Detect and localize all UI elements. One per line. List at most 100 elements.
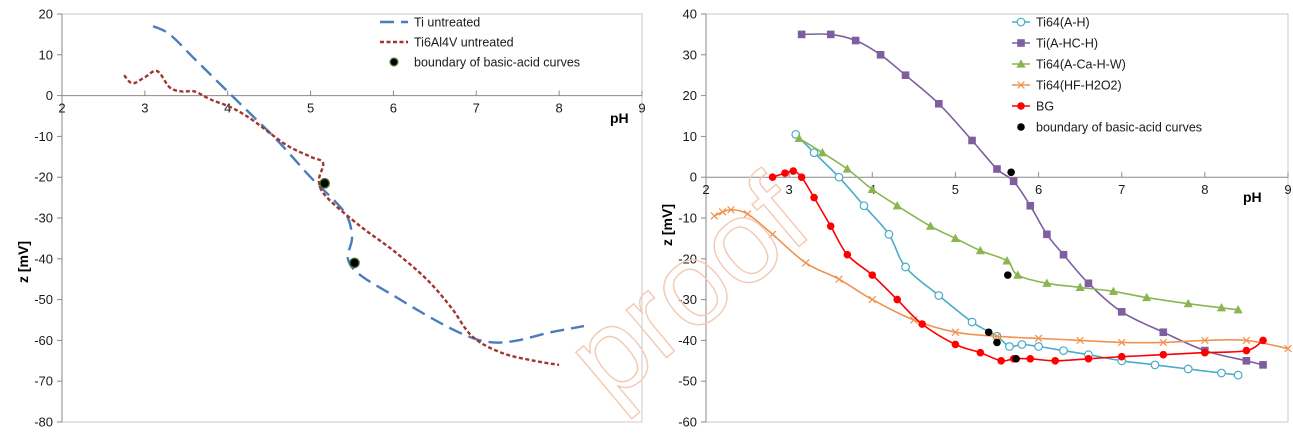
- chart-right-y-tick-label: 10: [683, 129, 697, 144]
- chart-right-series-ti64-hf-h2o2-point: [1201, 336, 1209, 345]
- chart-left-y-tick-label: -50: [34, 292, 53, 307]
- chart-right-y-tick-label: 20: [683, 88, 697, 103]
- chart-right-series-ti64-a-h-point: [1059, 346, 1068, 356]
- chart-right-series-ti64-a-h-point: [934, 291, 944, 300]
- chart-right-legend-label: Ti64(A-H): [1036, 16, 1090, 30]
- chart-right-series-bg-point: [1026, 354, 1035, 363]
- chart-right-x-tick-label: 7: [1118, 182, 1125, 197]
- chart-right-series-ti64-hf-h2o2-point: [727, 206, 735, 214]
- chart-right-series-ti-a-hc-h-point: [1117, 308, 1126, 316]
- chart-right-series-ti64-hf-h2o2: [710, 206, 1292, 353]
- chart-left-legend-item-ti-untreated: Ti untreated: [380, 16, 480, 30]
- chart-right-series-ti64-a-ca-h-w-point: [1002, 256, 1012, 265]
- chart-right-series-ti64-a-ca-h-w-point: [1142, 292, 1152, 302]
- chart-left-series-ti-untreated: [152, 25, 585, 344]
- chart-right-series-bg-point: [781, 169, 789, 177]
- chart-left-series-boundary-of-basic-acid-curves: [319, 178, 360, 269]
- chart-right-series-ti64-hf-h2o2-point: [910, 316, 918, 324]
- chart-right-series-ti-a-hc-h-point: [1159, 328, 1168, 337]
- chart-right-series-ti64-a-h: [791, 129, 1243, 380]
- chart-right-series-bg-point: [826, 222, 835, 230]
- chart-right-series-bg-point: [768, 173, 777, 181]
- chart-right-x-tick-label: 2: [702, 182, 709, 197]
- chart-right-series-ti64-a-h-point: [1233, 370, 1243, 380]
- chart-left-x-tick-label: 3: [141, 101, 148, 116]
- chart-right-series-ti-a-hc-h-point: [826, 30, 835, 39]
- chart-right-y-tick-label: -20: [678, 251, 697, 266]
- chart-left-x-axis-label: pH: [610, 110, 629, 126]
- chart-right-series-ti64-a-ca-h-w-point: [1183, 298, 1193, 308]
- chart-right-x-tick-label: 5: [952, 182, 959, 197]
- chart-left-y-axis-label: z [mV]: [15, 241, 31, 283]
- chart-right-series-ti64-hf-h2o2-point: [1159, 338, 1168, 347]
- chart-right-series-bg-point: [810, 193, 818, 202]
- chart-right-y-tick-label: 0: [690, 170, 697, 185]
- chart-right-series-ti-a-hc-h-point: [876, 51, 885, 59]
- chart-right-legend-item-bg: BG: [1012, 100, 1054, 114]
- chart-right-series-ti64-hf-h2o2-point: [1284, 344, 1292, 353]
- chart-right-y-tick-label: 40: [683, 7, 697, 22]
- chart-right-series-ti64-a-h-point: [834, 172, 844, 182]
- chart-left: 20 10 0 -10 -20 -30 -40 -50 -60 -70 -80 2 3 4 5 6 7 8 9 pH…: [15, 7, 646, 430]
- chart-right-series-ti64-a-ca-h-w-point: [925, 221, 936, 230]
- chart-right-y-tick-label: -50: [678, 374, 697, 389]
- chart-left-legend-label: boundary of basic-acid curves: [414, 56, 580, 70]
- chart-left-legend: Ti untreated Ti6Al4V untreated boundary of…: [380, 16, 580, 70]
- chart-right-series-ti64-a-ca-h-w-point: [1108, 286, 1118, 296]
- chart-right-series-ti64-a-h-point: [967, 317, 977, 327]
- chart-right-series-ti64-a-ca-h-w-point: [1075, 282, 1085, 291]
- chart-right-series-bg-point: [951, 340, 960, 349]
- chart-right-legend: Ti64(A-H) Ti(A-HC-H) Ti64(A-Ca-H-W) Ti64(HF…: [1012, 16, 1202, 135]
- chart-right-x-tick-label: 9: [1284, 182, 1291, 197]
- chart-left-series-boundary-of-basic-acid-curves-point: [349, 257, 360, 269]
- chart-right-series-ti64-a-h-line: [795, 133, 1239, 376]
- chart-right-series-ti64-hf-h2o2-point: [743, 210, 752, 218]
- chart-right-series-bg-point: [797, 173, 806, 181]
- chart-left-y-tick-label: -40: [34, 251, 53, 266]
- chart-right-series-ti64-a-ca-h-w-point: [1233, 305, 1243, 314]
- chart-right-series-ti64-hf-h2o2-point: [710, 212, 719, 220]
- chart-right-legend-marker: [1016, 59, 1026, 68]
- chart-right-series-bg: [768, 167, 1267, 365]
- chart-right-series-bg-point: [1242, 346, 1251, 355]
- chart-left-y-tick-label: -30: [34, 211, 53, 226]
- chart-right-series-ti64-a-h-point: [1217, 368, 1226, 378]
- chart-right-legend-label: Ti64(HF-H2O2): [1036, 79, 1122, 93]
- chart-left-legend-label: Ti untreated: [414, 16, 480, 30]
- chart-right-x-tick-label: 6: [1035, 182, 1042, 197]
- chart-left-x-tick-label: 2: [58, 101, 65, 116]
- chart-right-series-bg-point: [1084, 354, 1093, 363]
- chart-left-plot-border: [61, 13, 643, 423]
- chart-left-y-tick-label: -80: [34, 415, 53, 430]
- chart-right-y-tick-label: -40: [678, 333, 697, 348]
- chart-right-y-tick-label: -10: [678, 211, 697, 226]
- chart-right-series-ti64-a-ca-h-w-point: [1042, 278, 1052, 287]
- chart-right-series-ti-a-hc-h-point: [1043, 230, 1051, 239]
- chart-right-series-ti-a-hc-h-point: [993, 165, 1001, 173]
- chart-right-series-bg-point: [1159, 350, 1168, 359]
- chart-right-series-ti64-a-h-point: [1150, 360, 1160, 370]
- chart-right-series-ti64-a-h-point: [809, 148, 819, 158]
- chart-right-x-axis-label: pH: [1243, 189, 1262, 205]
- chart-right-series-ti64-hf-h2o2-point: [768, 230, 777, 239]
- chart-right-legend-marker: [1017, 39, 1025, 47]
- chart-right-series-ti-a-hc-h-point: [851, 36, 860, 45]
- chart-right-series-bg-point: [843, 250, 852, 259]
- chart-right-series-bg-point: [893, 295, 902, 304]
- chart-left-y-tick-label: 0: [46, 88, 53, 103]
- chart-right-series-bg-line: [772, 170, 1264, 362]
- chart-right-x-tick-label: 8: [1201, 182, 1208, 197]
- chart-right-series-bg-point: [997, 357, 1005, 365]
- chart-left-series-ti6al4v-untreated-line: [123, 69, 560, 367]
- chart-left-y-tick-label: -70: [34, 374, 53, 389]
- chart-left-y-tick-label: -20: [34, 170, 53, 185]
- chart-right-series-ti64-hf-h2o2-point: [801, 259, 810, 267]
- chart-right-series-ti64-hf-h2o2-point: [993, 332, 1001, 341]
- chart-right-y-tick-label: -60: [678, 415, 697, 430]
- chart-left-x-tick-label: 8: [556, 101, 563, 116]
- chart-right-series-ti64-a-h-point: [1034, 342, 1043, 351]
- chart-right-series-ti64-a-ca-h-w-point: [817, 147, 827, 157]
- chart-right-y-tick-label: 30: [683, 47, 697, 62]
- chart-right-series-ti64-hf-h2o2-point: [951, 328, 960, 337]
